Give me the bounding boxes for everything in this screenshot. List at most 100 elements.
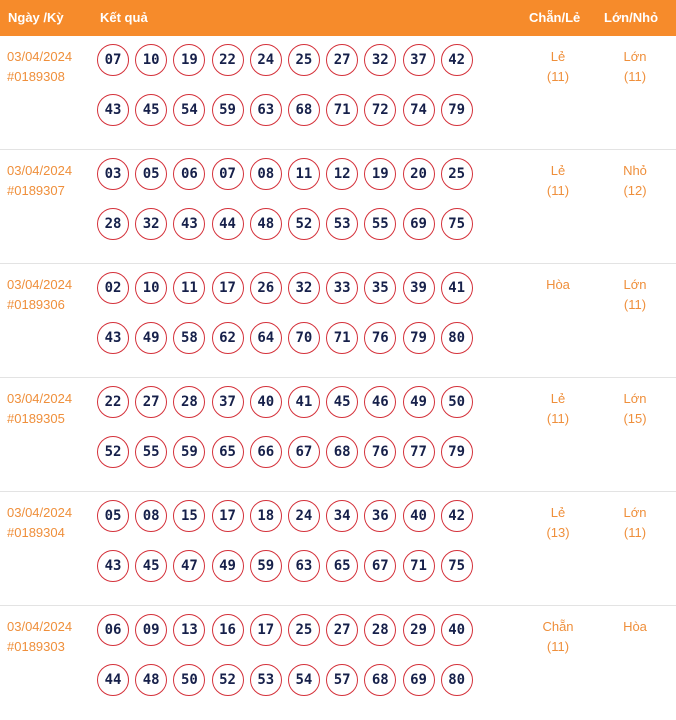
number-ball: 06 xyxy=(97,614,129,646)
number-ball: 54 xyxy=(287,664,320,696)
number-ball: 54 xyxy=(173,94,206,126)
number-ball: 25 xyxy=(287,614,320,646)
draw-row: 03/04/2024 #0189304 05 08 15 17 18 24 34 36 40 42 43… xyxy=(0,492,676,606)
draw-id: #0189305 xyxy=(7,411,65,426)
number-ball: 71 xyxy=(402,550,435,582)
parity-cell: Lẻ (11) xyxy=(528,389,588,429)
number-ball: 48 xyxy=(135,664,168,696)
number-ball: 67 xyxy=(287,436,320,468)
number-ball: 10 xyxy=(135,272,168,304)
result-balls: 22 27 28 37 40 41 45 46 49 50 52 55 59 65 66 67 68 76 77 79 xyxy=(97,386,487,468)
number-ball: 29 xyxy=(402,614,435,646)
number-ball: 08 xyxy=(135,500,168,532)
number-ball: 58 xyxy=(173,322,206,354)
result-balls: 03 05 06 07 08 11 12 19 20 25 28 32 43 44 48 52 53 55 69 75 xyxy=(97,158,487,240)
number-ball: 41 xyxy=(287,386,320,418)
number-ball: 65 xyxy=(211,436,244,468)
number-ball: 18 xyxy=(249,500,282,532)
number-ball: 68 xyxy=(364,664,397,696)
number-ball: 48 xyxy=(249,208,282,240)
size-cell: Lớn (11) xyxy=(605,47,665,87)
number-ball: 43 xyxy=(97,94,129,126)
number-ball: 74 xyxy=(402,94,435,126)
number-ball: 34 xyxy=(326,500,359,532)
number-ball: 72 xyxy=(364,94,397,126)
size-cell-count: (11) xyxy=(623,297,647,312)
draw-results-list: 03/04/2024 #0189308 07 10 19 22 24 25 27 32 37 42 43… xyxy=(0,36,676,720)
size-cell-value: Lớn xyxy=(623,505,647,520)
draw-row: 03/04/2024 #0189307 03 05 06 07 08 11 12 19 20 25 28… xyxy=(0,150,676,264)
number-ball: 43 xyxy=(173,208,206,240)
number-ball: 33 xyxy=(326,272,359,304)
size-cell: Lớn (15) xyxy=(605,389,665,429)
number-ball: 53 xyxy=(249,664,282,696)
number-ball: 69 xyxy=(402,664,435,696)
number-ball: 63 xyxy=(249,94,282,126)
parity-cell-count: (11) xyxy=(546,183,570,198)
number-ball: 79 xyxy=(440,436,473,468)
size-cell-count: (11) xyxy=(623,69,647,84)
number-ball: 68 xyxy=(326,436,359,468)
number-ball: 49 xyxy=(211,550,244,582)
number-ball: 57 xyxy=(326,664,359,696)
result-balls: 05 08 15 17 18 24 34 36 40 42 43 45 47 49 59 63 65 67 71 75 xyxy=(97,500,487,582)
parity-cell: Lẻ (13) xyxy=(528,503,588,543)
size-cell: Hòa xyxy=(605,617,665,637)
column-header-parity: Chẵn/Lẻ xyxy=(529,10,581,25)
number-ball: 80 xyxy=(440,322,473,354)
draw-row: 03/04/2024 #0189305 22 27 28 37 40 41 45 46 49 50 52… xyxy=(0,378,676,492)
draw-date: 03/04/2024 xyxy=(7,619,73,634)
number-ball: 26 xyxy=(249,272,282,304)
number-ball: 32 xyxy=(287,272,320,304)
number-ball: 65 xyxy=(326,550,359,582)
parity-cell: Lẻ (11) xyxy=(528,161,588,201)
number-ball: 52 xyxy=(211,664,244,696)
number-ball: 07 xyxy=(211,158,244,190)
size-cell-value: Lớn xyxy=(623,277,647,292)
draw-id: #0189306 xyxy=(7,297,65,312)
number-ball: 32 xyxy=(364,44,397,76)
draw-date-cell: 03/04/2024 #0189303 xyxy=(7,617,72,657)
number-ball: 79 xyxy=(440,94,473,126)
draw-date: 03/04/2024 xyxy=(7,391,73,406)
number-ball: 05 xyxy=(135,158,168,190)
size-cell-value: Hòa xyxy=(623,619,647,634)
number-ball: 17 xyxy=(249,614,282,646)
number-ball: 06 xyxy=(173,158,206,190)
number-ball: 50 xyxy=(173,664,206,696)
result-balls: 02 10 11 17 26 32 33 35 39 41 43 49 58 62 64 70 71 76 79 80 xyxy=(97,272,487,354)
parity-cell-value: Lẻ xyxy=(550,391,566,406)
draw-date: 03/04/2024 xyxy=(7,49,73,64)
number-ball: 52 xyxy=(287,208,320,240)
number-ball: 15 xyxy=(173,500,206,532)
draw-date: 03/04/2024 xyxy=(7,163,73,178)
number-ball: 59 xyxy=(211,94,244,126)
draw-id: #0189304 xyxy=(7,525,65,540)
parity-cell: Hòa xyxy=(528,275,588,295)
number-ball: 62 xyxy=(211,322,244,354)
draw-date-cell: 03/04/2024 #0189306 xyxy=(7,275,72,315)
result-balls: 07 10 19 22 24 25 27 32 37 42 43 45 54 59 63 68 71 72 74 79 xyxy=(97,44,487,126)
draw-row: 03/04/2024 #0189308 07 10 19 22 24 25 27 32 37 42 43… xyxy=(0,36,676,150)
number-ball: 75 xyxy=(440,208,473,240)
parity-cell-value: Chẵn xyxy=(542,619,574,634)
number-ball: 12 xyxy=(326,158,359,190)
parity-cell-count: (11) xyxy=(546,69,570,84)
number-ball: 19 xyxy=(364,158,397,190)
parity-cell-value: Lẻ xyxy=(550,505,566,520)
number-ball: 39 xyxy=(402,272,435,304)
number-ball: 25 xyxy=(440,158,473,190)
size-cell: Lớn (11) xyxy=(605,503,665,543)
number-ball: 44 xyxy=(211,208,244,240)
parity-cell: Chẵn (11) xyxy=(528,617,588,657)
size-cell-count: (11) xyxy=(623,525,647,540)
number-ball: 45 xyxy=(135,94,168,126)
number-ball: 40 xyxy=(402,500,435,532)
number-ball: 64 xyxy=(249,322,282,354)
result-balls: 06 09 13 16 17 25 27 28 29 40 44 48 50 52 53 54 57 68 69 80 xyxy=(97,614,487,696)
number-ball: 45 xyxy=(326,386,359,418)
number-ball: 45 xyxy=(135,550,168,582)
size-cell-value: Nhỏ xyxy=(623,163,647,178)
number-ball: 47 xyxy=(173,550,206,582)
draw-id: #0189307 xyxy=(7,183,65,198)
